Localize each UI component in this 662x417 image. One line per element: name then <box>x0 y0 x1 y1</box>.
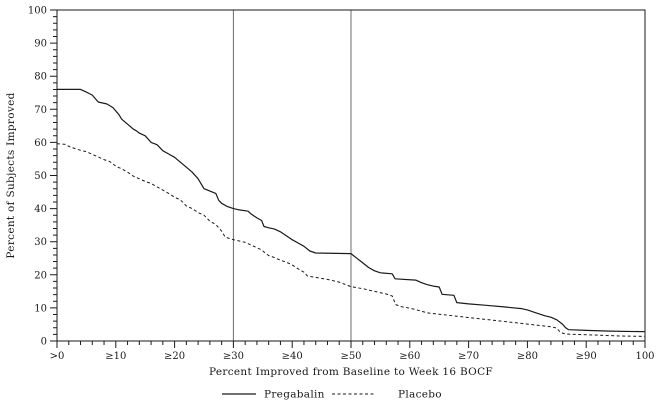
x-tick-label-40: ≥40 <box>282 351 303 362</box>
y-tick-label-70: 70 <box>34 105 47 116</box>
x-tick-label-60: ≥60 <box>399 351 420 362</box>
y-axis-title: Percent of Subjects Improved <box>5 92 17 258</box>
x-tick-label-30: ≥30 <box>223 351 244 362</box>
x-tick-label-100: 100 <box>635 351 654 362</box>
y-tick-label-50: 50 <box>34 171 47 182</box>
pregabalin-line <box>57 88 646 333</box>
y-tick-label-100: 100 <box>28 6 47 17</box>
x-axis-title: Percent Improved from Baseline to Week 1… <box>209 366 493 378</box>
x-tick-label-80: ≥80 <box>517 351 538 362</box>
y-tick-label-60: 60 <box>34 138 47 149</box>
legend-label-pregabalin: Pregabalin <box>264 389 325 401</box>
y-tick-label-80: 80 <box>34 72 47 83</box>
x-tick-label-0: >0 <box>50 351 65 362</box>
x-tick-label-50: ≥50 <box>340 351 361 362</box>
y-tick-label-10: 10 <box>34 303 47 314</box>
placebo-line <box>56 143 646 337</box>
x-tick-label-10: ≥10 <box>105 351 126 362</box>
y-tick-label-40: 40 <box>34 204 47 215</box>
y-tick-label-0: 0 <box>41 337 47 348</box>
x-tick-label-70: ≥70 <box>458 351 479 362</box>
x-tick-label-90: ≥90 <box>576 351 597 362</box>
y-tick-label-30: 30 <box>34 237 47 248</box>
minor-ticks <box>53 16 634 345</box>
y-tick-label-20: 20 <box>34 270 47 281</box>
legend-label-placebo: Placebo <box>398 389 442 401</box>
y-tick-label-90: 90 <box>34 39 47 50</box>
x-tick-label-20: ≥20 <box>164 351 185 362</box>
major-ticks <box>50 9 646 348</box>
